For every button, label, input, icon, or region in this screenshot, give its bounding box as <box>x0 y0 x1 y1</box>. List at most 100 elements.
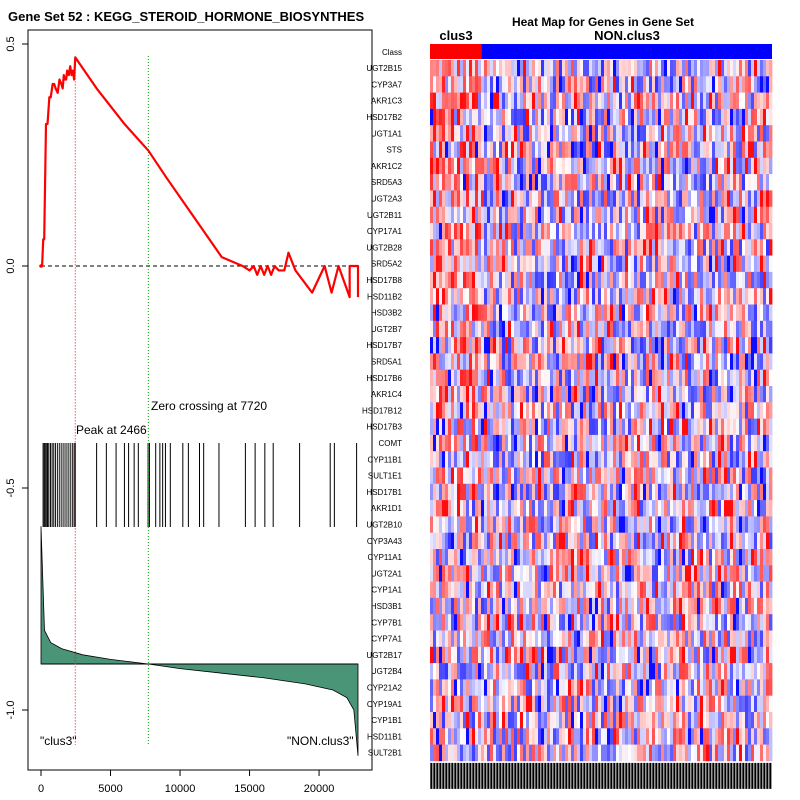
heat-map-cell <box>451 712 455 729</box>
heat-map-cell <box>445 500 449 517</box>
class-row-label: Class <box>382 48 402 57</box>
heat-map-cell <box>445 157 449 175</box>
heat-map-cell <box>610 597 614 615</box>
heat-map-cell <box>655 141 659 159</box>
heat-map-cell <box>559 76 563 93</box>
heat-map-cell <box>652 190 656 207</box>
heat-map-cell <box>682 581 686 599</box>
heat-map-cell <box>490 565 494 582</box>
heat-map-cell <box>670 467 674 485</box>
heat-map-cell <box>646 516 650 533</box>
heat-map-cell <box>736 402 740 419</box>
heat-map-cell <box>448 125 452 142</box>
heat-map-cell <box>718 467 722 485</box>
heat-map-cell <box>505 304 509 322</box>
heat-map-cell <box>754 288 758 305</box>
heat-map-cell <box>490 532 494 550</box>
heat-map-cell <box>499 630 503 648</box>
heat-map-cell <box>700 174 704 191</box>
heat-map-cell <box>643 206 647 224</box>
heat-map-cell <box>625 483 629 501</box>
heat-map-cell <box>640 190 644 207</box>
heat-map-cell <box>445 223 449 240</box>
heat-map-cell <box>475 744 479 762</box>
heat-map-cell <box>499 402 503 419</box>
y-tick-label: -0.5 <box>5 479 17 498</box>
heat-map-cell <box>508 239 512 256</box>
heat-map-cell <box>622 712 626 729</box>
heat-map-cell <box>685 630 689 648</box>
heat-map-cell <box>469 60 473 77</box>
heat-map-cell <box>481 597 485 615</box>
heat-map-cell <box>661 695 665 713</box>
heat-map-cell <box>475 320 479 338</box>
heat-map-cell <box>673 320 677 338</box>
heat-map-cell <box>613 549 617 566</box>
heat-map-cell <box>616 679 620 696</box>
heat-map-cell <box>742 304 746 322</box>
heat-map-cell <box>688 190 692 207</box>
heat-map-cell <box>646 630 650 648</box>
heat-map-cell <box>625 630 629 648</box>
heat-map-cell <box>517 288 521 305</box>
heat-map-cell <box>586 597 590 615</box>
heat-map-cell <box>700 712 704 729</box>
heat-map-cell <box>679 304 683 322</box>
heat-map-cell <box>481 239 485 256</box>
heat-map-cell <box>607 467 611 485</box>
heat-map-cell <box>763 337 767 354</box>
heat-map-cell <box>667 206 671 224</box>
heat-map-cell <box>541 271 545 289</box>
heat-map-cell <box>481 288 485 305</box>
heat-map-cell <box>484 304 488 322</box>
heat-map-cell <box>544 369 548 387</box>
heat-map-cell <box>451 663 455 680</box>
heat-map-cell <box>727 223 731 240</box>
heat-map-cell <box>736 337 740 354</box>
heat-map-cell <box>682 141 686 159</box>
heat-map-cell <box>451 320 455 338</box>
heat-map-cell <box>430 483 434 501</box>
heat-map-cell <box>520 369 524 387</box>
heat-map-cell <box>757 451 761 468</box>
heat-map-cell <box>754 108 758 126</box>
heat-map-cell <box>682 516 686 533</box>
heat-map-cell <box>517 108 521 126</box>
heat-map-cell <box>562 125 566 142</box>
heat-map-cell <box>529 663 533 680</box>
heat-map-cell <box>541 125 545 142</box>
heat-map-cell <box>730 434 734 452</box>
heat-map-cell <box>769 516 773 533</box>
heat-map-cell <box>565 320 569 338</box>
heat-map-cell <box>637 141 641 159</box>
heat-map-cell <box>550 597 554 615</box>
heat-map-cell <box>616 369 620 387</box>
heat-map-cell <box>439 483 443 501</box>
heat-map-cell <box>616 157 620 175</box>
heat-map-cell <box>637 337 641 354</box>
heat-map-cell <box>673 223 677 240</box>
heat-map-cell <box>568 500 572 517</box>
heat-map-cell <box>451 516 455 533</box>
heat-map-cell <box>658 646 662 664</box>
heat-map-cell <box>760 190 764 207</box>
heat-map-cell <box>700 288 704 305</box>
heat-map-cell <box>733 532 737 550</box>
heat-map-cell <box>757 679 761 696</box>
heat-map-cell <box>718 630 722 648</box>
heat-map-cell <box>766 712 770 729</box>
heat-map-cell <box>433 549 437 566</box>
heat-map-cell <box>616 353 620 370</box>
heat-map-cell <box>520 744 524 762</box>
heat-map-cell <box>538 369 542 387</box>
heat-map-cell <box>613 255 617 273</box>
heat-map-cell <box>580 581 584 599</box>
heat-map-cell <box>553 646 557 664</box>
heat-map-cell <box>499 500 503 517</box>
class-bar-non-clus3 <box>481 44 772 59</box>
heat-map-cell <box>655 597 659 615</box>
heat-map-cell <box>643 369 647 387</box>
heat-map-cell <box>610 320 614 338</box>
heat-map-cell <box>715 369 719 387</box>
heat-map-cell <box>466 728 470 745</box>
